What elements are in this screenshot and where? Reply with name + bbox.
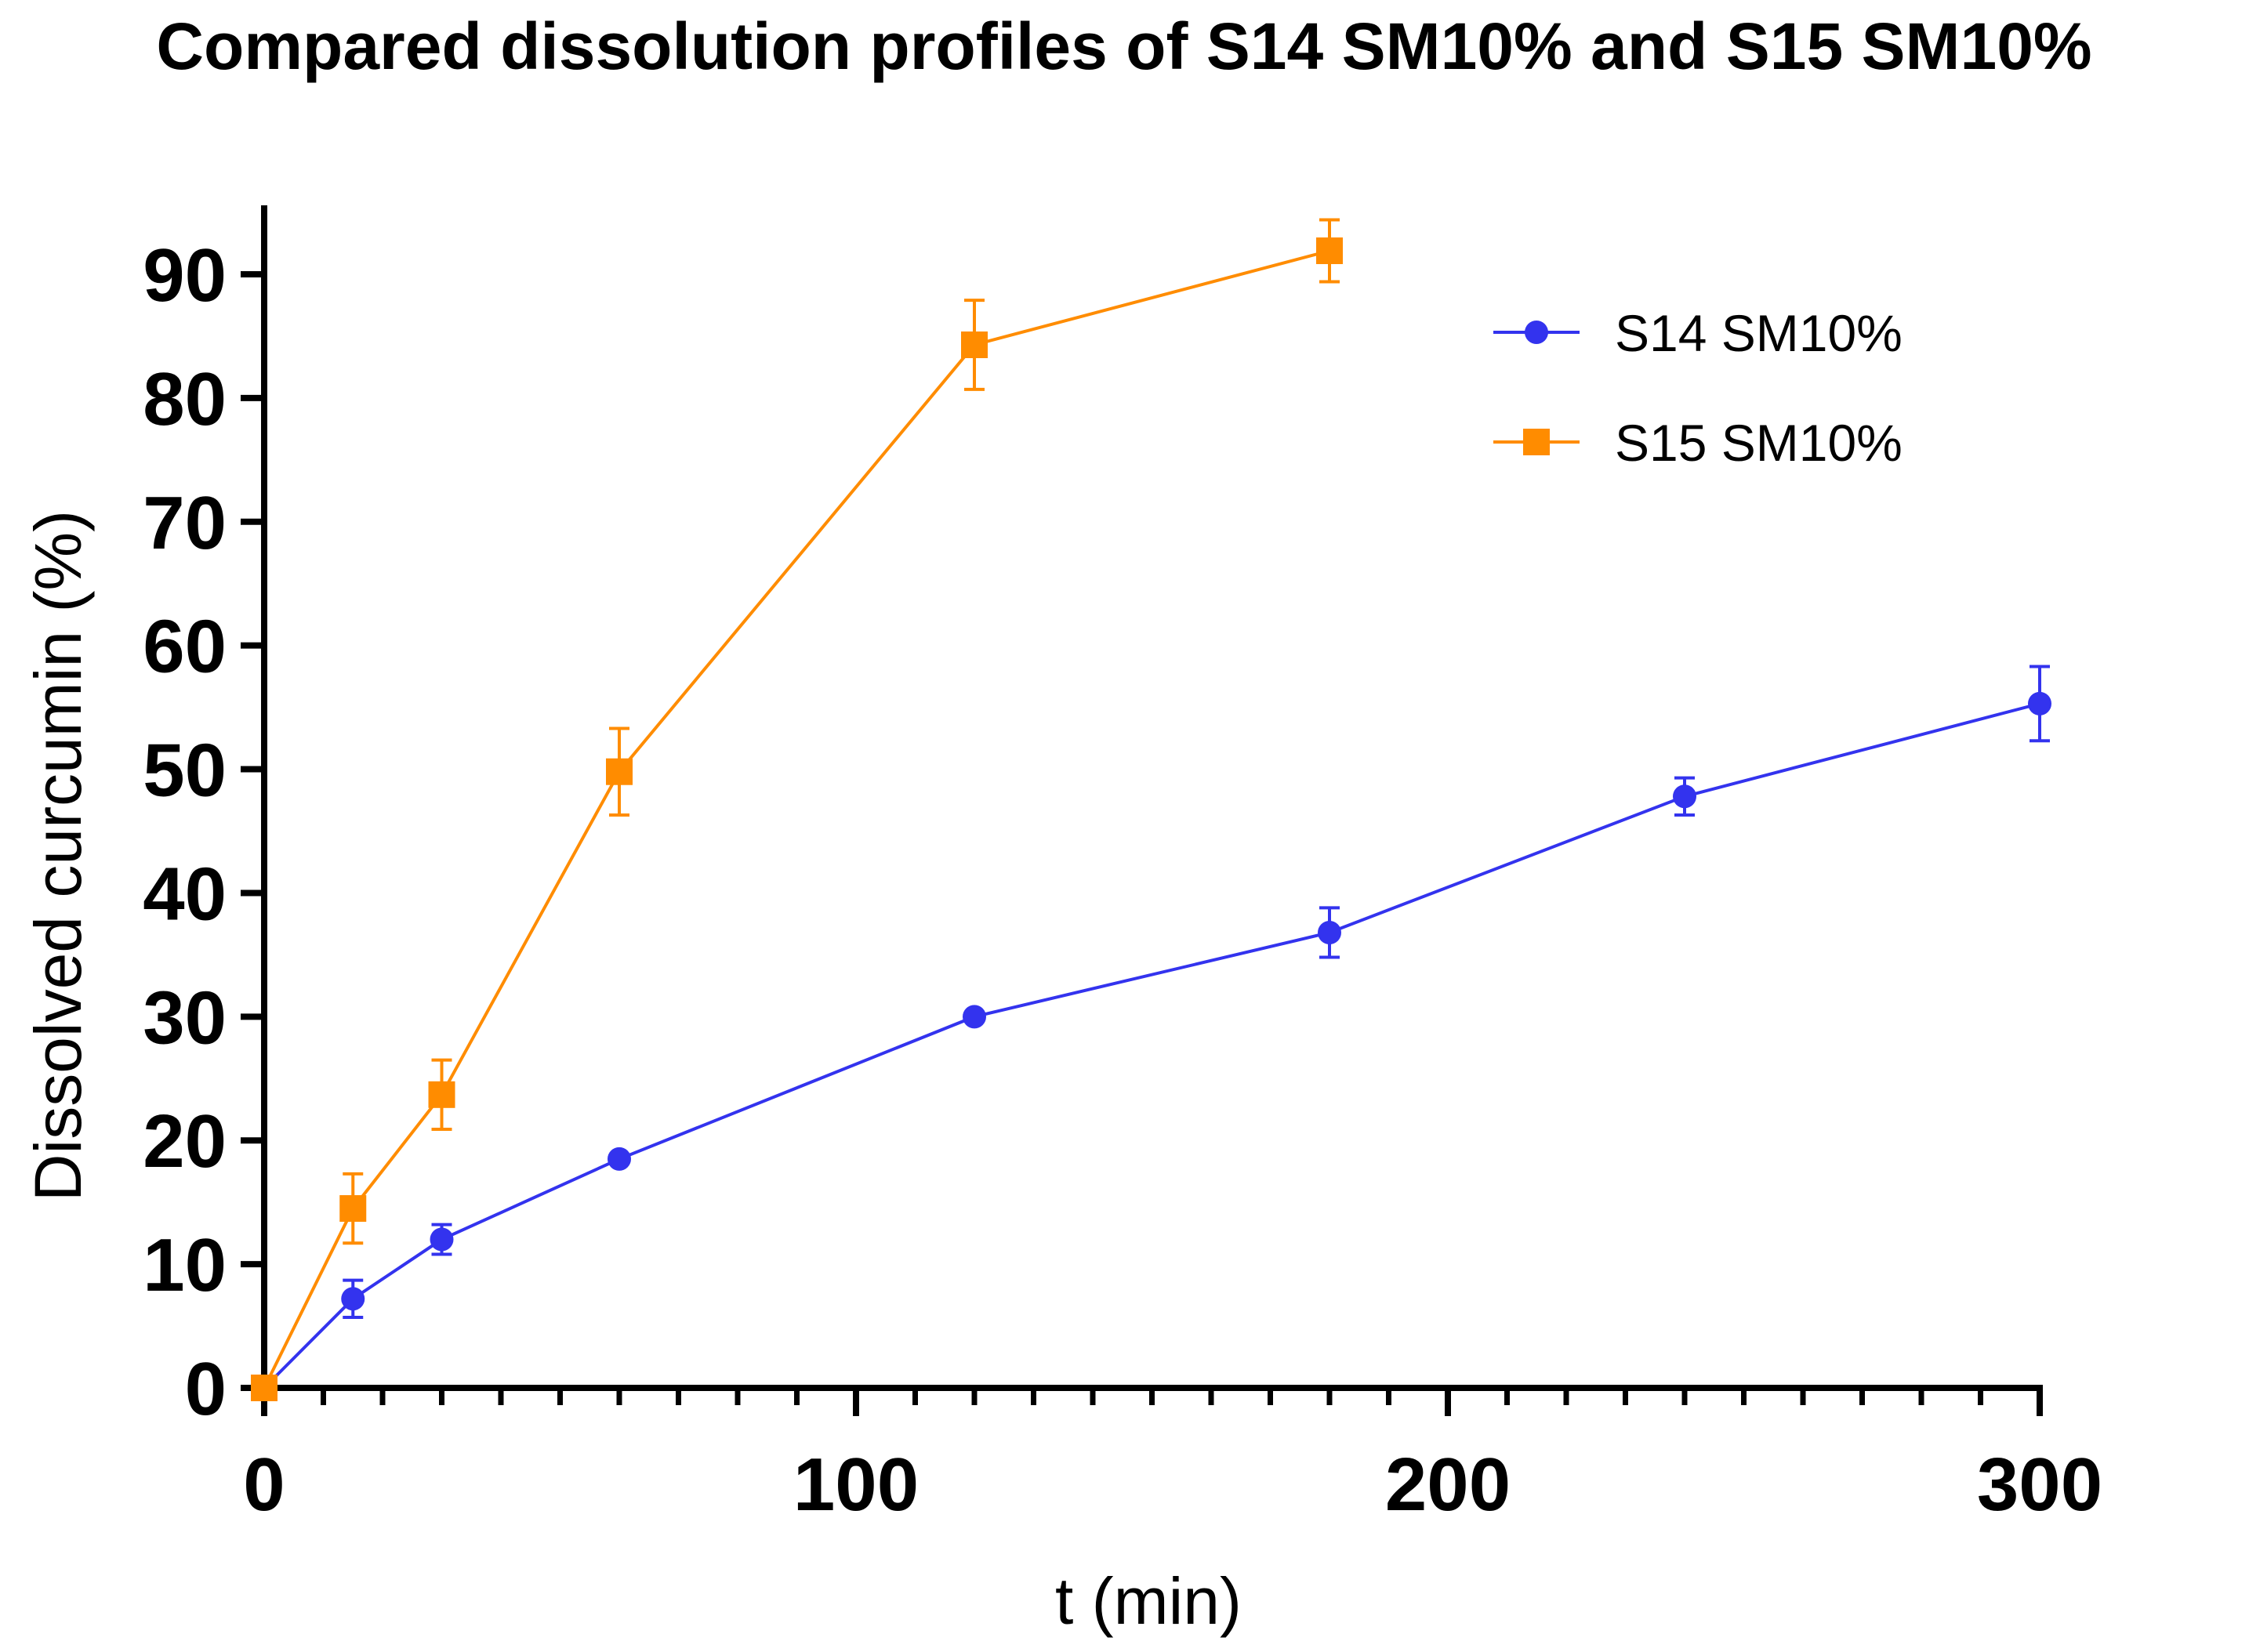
legend: S14 SM10% S15 SM10% xyxy=(1493,304,1903,472)
series-1 xyxy=(252,665,2051,1400)
data-point xyxy=(341,1287,365,1311)
legend-label: S15 SM10% xyxy=(1615,414,1903,472)
y-tick-label: 90 xyxy=(143,234,227,317)
data-point xyxy=(1316,237,1343,265)
y-axis-label: Dissolved curcumin (%) xyxy=(21,510,95,1201)
data-point xyxy=(2028,691,2051,716)
data-point xyxy=(963,1005,986,1029)
x-axis-label: t (min) xyxy=(1055,1564,1242,1638)
y-tick-label: 0 xyxy=(185,1347,227,1431)
legend-item: S15 SM10% xyxy=(1493,414,1903,472)
data-point xyxy=(428,1081,455,1108)
y-tick-label: 10 xyxy=(143,1223,227,1307)
legend-marker xyxy=(1525,321,1548,344)
data-point xyxy=(1318,920,1341,944)
y-tick-label: 70 xyxy=(143,481,227,565)
x-tick-label: 200 xyxy=(1385,1443,1511,1527)
legend-label: S14 SM10% xyxy=(1615,304,1903,362)
data-point xyxy=(606,758,633,785)
legend-marker xyxy=(1523,429,1550,455)
x-tick-label: 0 xyxy=(243,1443,285,1527)
y-tick-label: 20 xyxy=(143,1100,227,1183)
x-tick-label: 300 xyxy=(1977,1443,2102,1527)
data-point xyxy=(961,331,988,358)
series-line xyxy=(263,701,2040,1389)
x-tick-label: 100 xyxy=(793,1443,919,1527)
axes: 0 10 20 30 40 50 60 70 80 90 0 100 200 300 xyxy=(143,205,2102,1527)
data-point xyxy=(430,1227,454,1252)
data-point xyxy=(339,1195,367,1223)
y-tick-label: 40 xyxy=(143,852,227,936)
chart-title: Compared dissolution profiles of S14 SM1… xyxy=(156,9,2091,83)
legend-item: S14 SM10% xyxy=(1493,304,1903,362)
data-point xyxy=(251,1375,277,1401)
series-layer xyxy=(251,218,2051,1401)
y-tick-label: 50 xyxy=(143,729,227,813)
data-point xyxy=(608,1147,631,1171)
data-point xyxy=(1673,784,1696,809)
y-tick-label: 80 xyxy=(143,357,227,441)
series-2 xyxy=(251,218,1343,1401)
y-tick-label: 60 xyxy=(143,605,227,689)
series-line xyxy=(263,249,1330,1389)
y-tick-label: 30 xyxy=(143,976,227,1060)
